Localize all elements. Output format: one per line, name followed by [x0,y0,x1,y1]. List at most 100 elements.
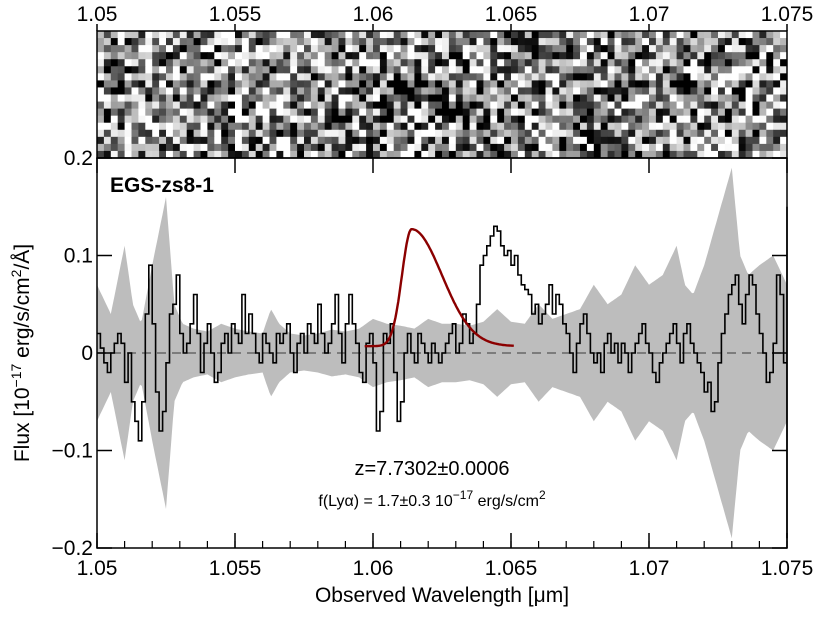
image-pixel [483,66,491,74]
image-pixel [200,115,208,124]
image-pixel [752,73,760,81]
image-pixel [221,129,229,138]
image-pixel [145,115,153,124]
image-pixel [152,122,160,131]
image-pixel [193,136,201,145]
image-pixel [531,45,539,53]
image-pixel [483,136,491,145]
image-pixel [200,87,208,95]
image-pixel [524,59,533,67]
image-pixel [338,66,346,74]
image-pixel [235,59,243,67]
image-pixel [676,129,684,138]
image-pixel [614,150,622,159]
image-pixel [145,101,153,110]
image-pixel [331,59,339,67]
image-pixel [145,108,153,117]
image-pixel [338,31,346,39]
image-pixel [393,31,401,39]
image-pixel [731,87,740,95]
image-pixel [283,94,291,102]
image-pixel [759,31,767,39]
image-pixel [159,101,167,110]
image-pixel [704,115,712,124]
image-pixel [407,94,415,102]
image-pixel [407,115,415,124]
image-pixel [724,52,733,60]
image-pixel [262,108,270,117]
top-axis-label: 1.06 [353,3,394,26]
image-pixel [235,108,243,117]
image-pixel [738,136,746,145]
image-pixel [172,108,181,117]
image-pixel [593,59,602,67]
image-pixel [448,143,457,152]
image-pixel [455,52,464,60]
image-pixel [718,31,726,39]
image-pixel [255,122,263,131]
image-pixel [455,122,464,131]
image-pixel [759,66,767,74]
image-pixel [469,80,477,88]
image-pixel [110,94,119,102]
image-pixel [773,80,781,88]
image-pixel [524,150,533,159]
image-pixel [117,101,125,110]
image-pixel [448,150,457,159]
image-pixel [545,108,553,117]
image-pixel [545,45,553,53]
image-pixel [283,143,291,152]
image-pixel [614,101,622,110]
image-pixel [642,136,650,145]
image-pixel [386,94,395,102]
image-pixel [393,38,401,46]
image-pixel [773,87,781,95]
image-pixel [773,66,781,74]
image-pixel [455,115,464,124]
image-pixel [780,101,788,110]
x-axis-title: Observed Wavelength [μm] [315,584,569,607]
image-pixel [241,59,250,67]
image-pixel [724,45,733,53]
image-pixel [124,108,132,117]
image-pixel [552,94,560,102]
image-pixel [593,94,602,102]
image-pixel [366,52,374,60]
image-pixel [511,45,519,53]
image-pixel [193,150,201,159]
image-pixel [552,66,560,74]
image-pixel [552,52,560,60]
image-pixel [310,108,319,117]
image-pixel [448,87,457,95]
image-pixel [235,94,243,102]
image-pixel [255,115,263,124]
image-pixel [159,66,167,74]
image-pixel [573,143,581,152]
image-pixel [400,45,408,53]
image-pixel [511,80,519,88]
image-pixel [476,38,484,46]
image-pixel [593,122,602,131]
image-pixel [159,136,167,145]
image-pixel [497,80,505,88]
image-pixel [628,45,636,53]
image-pixel [166,80,174,88]
image-pixel [635,143,643,152]
image-pixel [738,143,746,152]
image-pixel [352,38,360,46]
image-pixel [276,101,284,110]
image-pixel [297,45,305,53]
image-pixel [276,136,284,145]
panel-title: EGS-zs8-1 [110,174,214,197]
image-pixel [241,94,250,102]
image-pixel [131,136,139,145]
image-pixel [324,66,332,74]
image-pixel [435,59,443,67]
image-pixel [172,52,181,60]
image-pixel [255,31,263,39]
image-pixel [545,143,553,152]
image-pixel [414,101,422,110]
image-pixel [179,31,188,39]
image-pixel [221,73,229,81]
image-pixel [559,115,567,124]
